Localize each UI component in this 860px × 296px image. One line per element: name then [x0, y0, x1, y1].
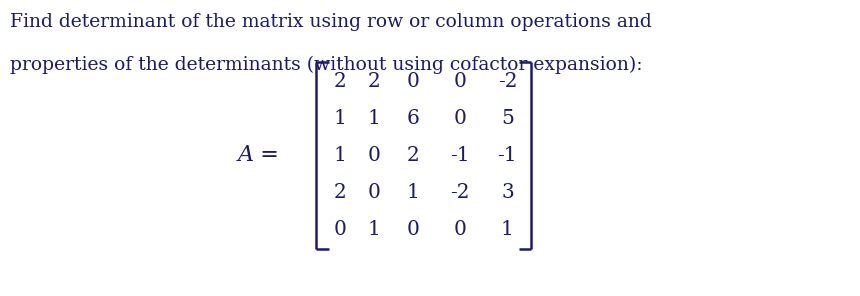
Text: 1: 1 [368, 109, 380, 128]
Text: 0: 0 [334, 220, 346, 239]
Text: 1: 1 [334, 146, 346, 165]
Text: -1: -1 [451, 146, 470, 165]
Text: 0: 0 [454, 220, 466, 239]
Text: properties of the determinants (without using cofactor expansion):: properties of the determinants (without … [10, 56, 642, 75]
Text: 0: 0 [407, 72, 419, 91]
Text: -2: -2 [498, 72, 517, 91]
Text: Find determinant of the matrix using row or column operations and: Find determinant of the matrix using row… [10, 13, 652, 31]
Text: 1: 1 [334, 109, 346, 128]
Text: 0: 0 [368, 183, 380, 202]
Text: 3: 3 [501, 183, 513, 202]
Text: 0: 0 [368, 146, 380, 165]
Text: 6: 6 [407, 109, 419, 128]
Text: 0: 0 [454, 72, 466, 91]
Text: A =: A = [237, 144, 280, 166]
Text: 0: 0 [407, 220, 419, 239]
Text: 1: 1 [407, 183, 419, 202]
Text: 2: 2 [407, 146, 419, 165]
Text: 5: 5 [501, 109, 513, 128]
Text: 2: 2 [334, 72, 346, 91]
Text: 1: 1 [368, 220, 380, 239]
Text: 2: 2 [368, 72, 380, 91]
Text: -2: -2 [451, 183, 470, 202]
Text: 1: 1 [501, 220, 513, 239]
Text: -1: -1 [498, 146, 517, 165]
Text: 2: 2 [334, 183, 346, 202]
Text: 0: 0 [454, 109, 466, 128]
